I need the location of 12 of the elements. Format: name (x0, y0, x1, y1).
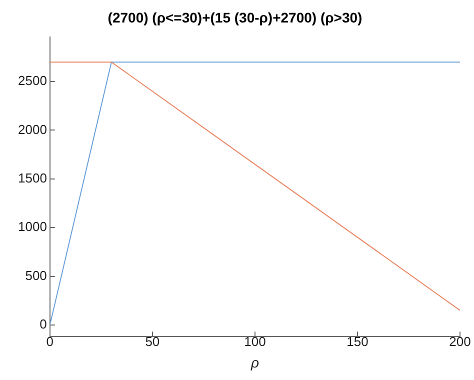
x-axis-title: ρ (250, 354, 259, 370)
y-tick-label: 0 (40, 316, 47, 332)
x-tick-label: 150 (346, 334, 368, 349)
y-tick-label: 500 (25, 268, 47, 283)
y-tick-label: 1500 (18, 170, 47, 186)
y-tick-label: 2500 (18, 73, 47, 88)
x-tick-label: 100 (244, 334, 266, 349)
y-tick-label: 2000 (18, 122, 47, 137)
x-tick-label: 50 (145, 334, 160, 349)
chart-title: (2700) (ρ<=30)+(15 (30-ρ)+2700) (ρ>30) (108, 9, 362, 26)
y-tick-label: 1000 (18, 219, 47, 234)
x-tick-label: 200 (449, 334, 471, 349)
